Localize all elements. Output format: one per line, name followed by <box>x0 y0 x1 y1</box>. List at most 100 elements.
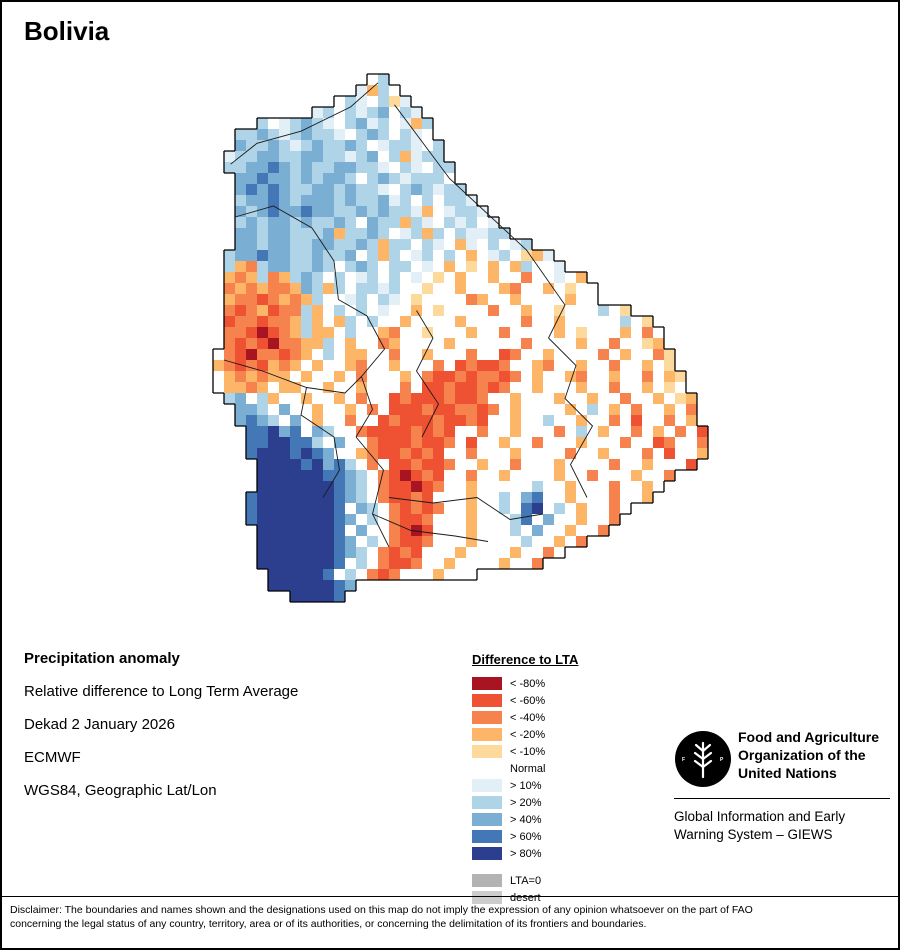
map-cell <box>389 261 400 272</box>
map-cell <box>356 459 367 470</box>
map-cell <box>433 470 444 481</box>
map-cell <box>477 547 488 558</box>
legend-title: Difference to LTA <box>472 652 579 667</box>
map-cell <box>389 184 400 195</box>
map-cell <box>499 503 510 514</box>
map-cell <box>587 503 598 514</box>
map-cell <box>444 547 455 558</box>
map-cell <box>466 206 477 217</box>
map-cell <box>609 371 620 382</box>
map-cell <box>466 239 477 250</box>
map-cell <box>642 316 653 327</box>
department-boundary <box>394 104 566 339</box>
map-cell <box>653 338 664 349</box>
map-cell <box>400 206 411 217</box>
map-cell <box>334 184 345 195</box>
map-cell <box>235 140 246 151</box>
map-cell <box>686 393 697 404</box>
map-cell <box>389 96 400 107</box>
map-cell <box>411 162 422 173</box>
map-cell <box>301 118 312 129</box>
map-cell <box>345 283 356 294</box>
map-cell <box>257 349 268 360</box>
map-cell <box>433 459 444 470</box>
map-cell <box>400 514 411 525</box>
map-cell <box>356 470 367 481</box>
map-cell <box>356 481 367 492</box>
map-cell <box>411 536 422 547</box>
map-cell <box>664 371 675 382</box>
map-cell <box>488 382 499 393</box>
map-cell <box>444 437 455 448</box>
map-cell <box>400 371 411 382</box>
map-cell <box>499 426 510 437</box>
map-cell <box>334 415 345 426</box>
map-info-line-method: Relative difference to Long Term Average <box>24 683 299 700</box>
map-cell <box>290 217 301 228</box>
map-cell <box>477 294 488 305</box>
map-cell <box>378 272 389 283</box>
map-cell <box>224 360 235 371</box>
map-cell <box>400 503 411 514</box>
map-cell <box>576 415 587 426</box>
map-cell <box>488 558 499 569</box>
map-cell <box>334 195 345 206</box>
map-cell <box>532 349 543 360</box>
map-cell <box>587 492 598 503</box>
map-cell <box>455 184 466 195</box>
map-cell <box>532 371 543 382</box>
map-cell <box>279 151 290 162</box>
map-cell <box>554 426 565 437</box>
map-cell <box>400 536 411 547</box>
legend-label: < -40% <box>510 711 546 724</box>
map-cell <box>301 140 312 151</box>
map-cell <box>345 140 356 151</box>
map-cell <box>356 184 367 195</box>
map-cell <box>510 536 521 547</box>
map-cell <box>334 338 345 349</box>
map-cell <box>444 239 455 250</box>
map-cell <box>455 503 466 514</box>
map-cell <box>378 393 389 404</box>
map-cell <box>367 140 378 151</box>
map-cell <box>356 404 367 415</box>
legend-swatch <box>472 891 502 904</box>
map-cell <box>389 393 400 404</box>
map-cell <box>554 316 565 327</box>
map-cell <box>367 558 378 569</box>
map-cell <box>455 481 466 492</box>
map-cell <box>642 404 653 415</box>
map-cell <box>334 349 345 360</box>
map-cell <box>510 371 521 382</box>
map-cell <box>312 415 323 426</box>
map-cell <box>268 492 279 503</box>
legend-item: < -40% <box>472 709 578 726</box>
map-cell <box>367 393 378 404</box>
map-cell <box>675 459 686 470</box>
map-cell <box>323 228 334 239</box>
map-cell <box>532 426 543 437</box>
map-cell <box>422 569 433 580</box>
map-cell <box>279 338 290 349</box>
map-cell <box>620 415 631 426</box>
map-cell <box>312 129 323 140</box>
map-cell <box>400 404 411 415</box>
map-cell <box>444 404 455 415</box>
map-cell <box>345 151 356 162</box>
map-cell <box>323 316 334 327</box>
map-cell <box>367 184 378 195</box>
map-cell <box>554 459 565 470</box>
map-cell <box>356 448 367 459</box>
map-cell <box>400 140 411 151</box>
map-cell <box>532 492 543 503</box>
department-boundary <box>415 310 440 438</box>
map-cell <box>345 217 356 228</box>
map-cell <box>532 360 543 371</box>
map-cell <box>367 272 378 283</box>
map-cell <box>510 283 521 294</box>
map-cell <box>576 492 587 503</box>
map-cell <box>477 272 488 283</box>
map-cell <box>378 338 389 349</box>
map-cell <box>642 415 653 426</box>
map-cell <box>477 360 488 371</box>
